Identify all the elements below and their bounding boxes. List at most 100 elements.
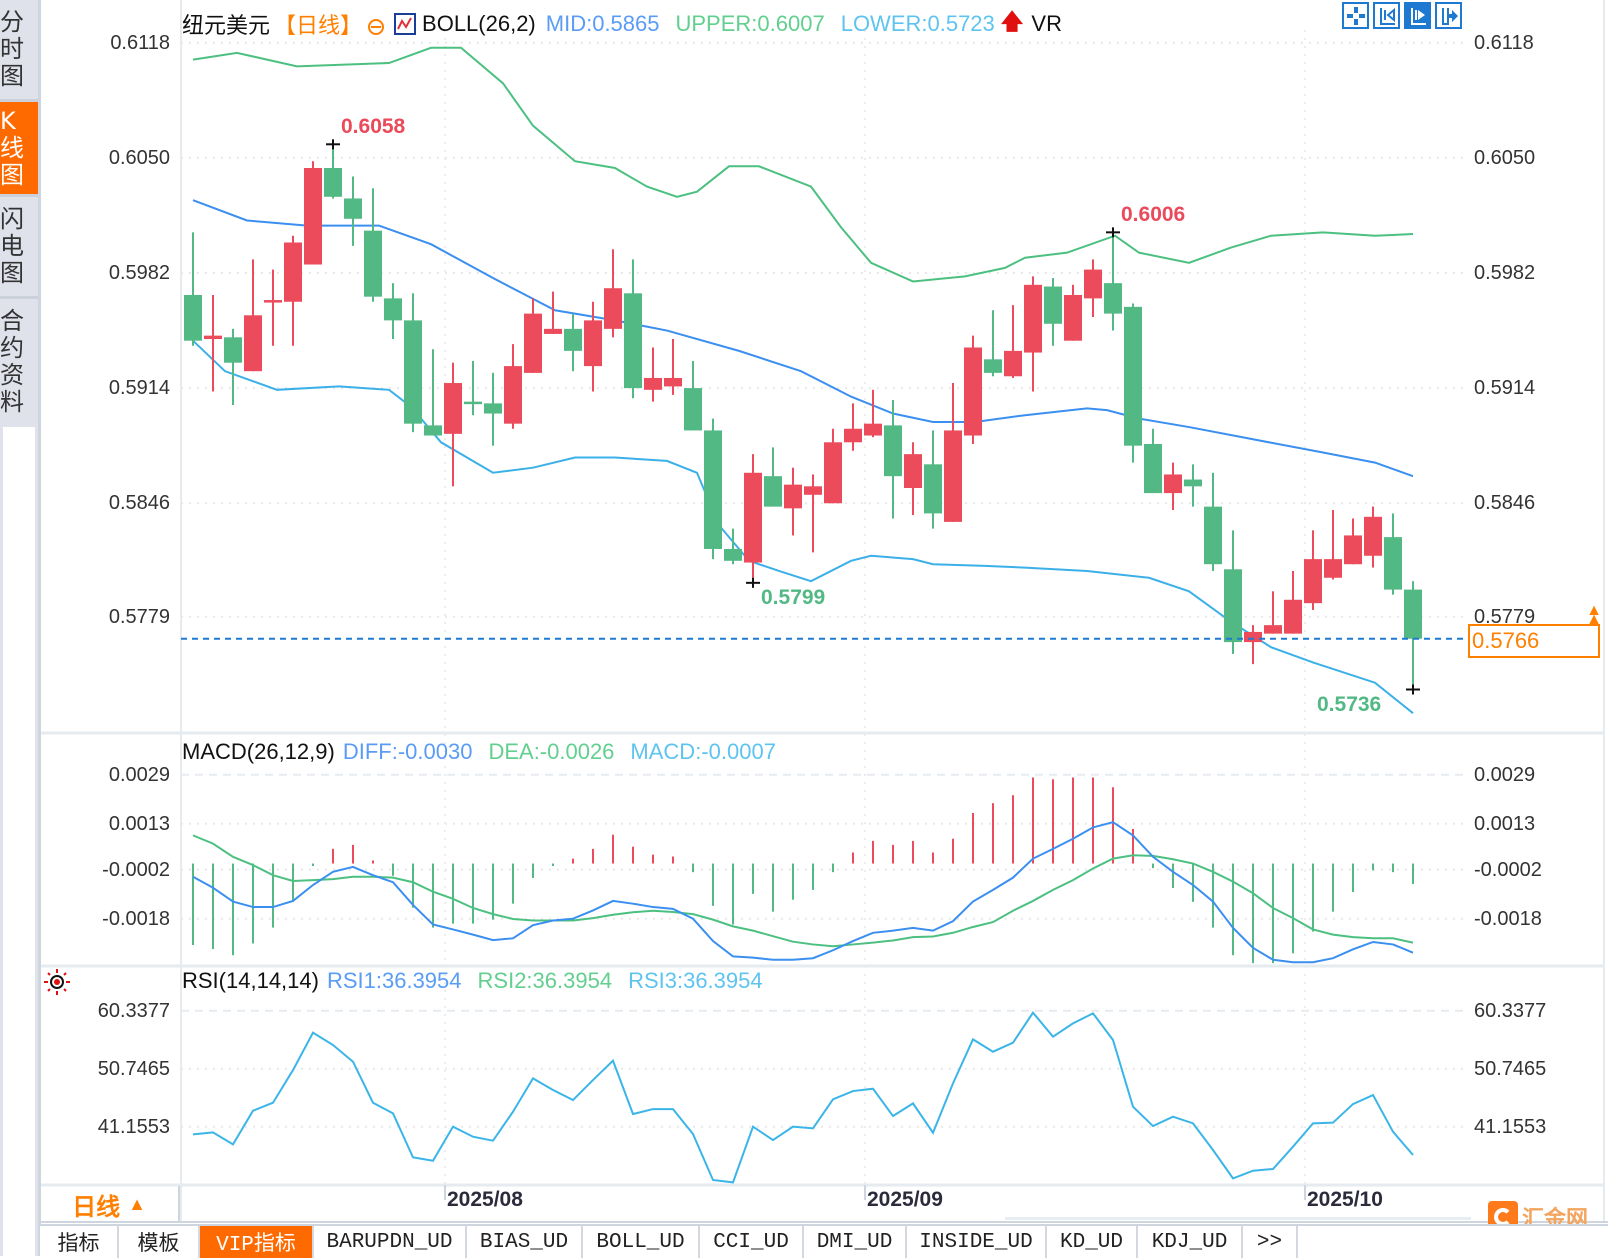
candle-body [964, 347, 982, 436]
candle-body [464, 401, 482, 405]
candle-body [504, 366, 522, 424]
sidebar-blank [3, 427, 35, 1256]
candle-body [1404, 589, 1422, 639]
jump-to-latest-icon[interactable]: ▲ ▲ [1586, 602, 1602, 628]
divider [0, 194, 38, 197]
rsi-header: RSI(14,14,14) RSI1:36.3954 RSI2:36.3954 … [182, 968, 763, 994]
candle-body [1004, 350, 1022, 377]
tab-indicators[interactable]: 指标 [40, 1226, 119, 1258]
rsi-tick-left: 60.3377 [97, 999, 170, 1022]
zoom-right-button[interactable] [1404, 2, 1431, 29]
rsi-tick-right: 41.1553 [1474, 1115, 1547, 1138]
candle-body [984, 359, 1002, 373]
candle-body [864, 423, 882, 436]
tab-kd-ud[interactable]: KD_UD [1047, 1226, 1138, 1258]
price-tick-right: 0.5779 [1474, 605, 1536, 628]
remove-indicator-icon[interactable] [368, 19, 385, 35]
boll-upper-line [192, 46, 1414, 283]
tab-kdj-ud[interactable]: KDJ_UD [1138, 1226, 1243, 1258]
boll-mid-value: MID:0.5865 [545, 11, 660, 36]
candle-body [184, 294, 202, 341]
tab-more[interactable]: >> [1243, 1226, 1298, 1258]
zoom-right-icon [1410, 7, 1426, 25]
candle-body [1324, 559, 1342, 578]
rsi1-value: RSI1:36.3954 [326, 968, 462, 993]
zoom-left-button[interactable] [1373, 2, 1400, 29]
candle-body [1084, 269, 1102, 299]
macd-tick-left: 0.0013 [108, 812, 170, 835]
candle-body [224, 337, 242, 363]
boll-chart-icon[interactable] [394, 13, 417, 35]
period-label[interactable]: 【日线】 [274, 13, 363, 38]
tab-cci-ud[interactable]: CCI_UD [700, 1226, 804, 1258]
candle-body [1064, 294, 1082, 341]
candle-body [524, 313, 542, 373]
sidebar-item-contract-info[interactable]: 合约资料 [0, 307, 24, 416]
date-tick-label: 2025/10 [1307, 1188, 1383, 1211]
macd-title: MACD(26,12,9) [182, 739, 335, 764]
candle-body [824, 442, 842, 504]
candle-body [424, 425, 442, 436]
candle-body [884, 425, 902, 477]
candle-body [744, 472, 762, 563]
candle-body [544, 328, 562, 334]
boll-lower-line [192, 339, 1414, 714]
period-selector-label: 日线 [72, 1193, 121, 1221]
indicator-name: BOLL(26,2) [422, 11, 536, 36]
macd-header: MACD(26,12,9) DIFF:-0.0030 DEA:-0.0026 M… [182, 739, 776, 765]
candle-body [1224, 569, 1242, 643]
candle-body [1244, 631, 1262, 643]
settings-sun-icon[interactable] [44, 969, 70, 995]
divider [0, 296, 38, 299]
rsi-tick-right: 60.3377 [1474, 999, 1547, 1022]
high-price-label: 0.6058 [341, 115, 406, 139]
date-tick-label: 2025/09 [867, 1188, 943, 1211]
tab-barupdn-ud[interactable]: BARUPDN_UD [314, 1226, 467, 1258]
candle-body [704, 430, 722, 549]
price-tick-right: 0.5914 [1474, 377, 1536, 400]
period-selector[interactable]: 日线 ▲ [40, 1186, 180, 1222]
last-price-value: 0.5766 [1472, 628, 1540, 653]
price-tick-left: 0.5779 [108, 605, 170, 628]
sidebar-item-timeshare[interactable]: 分时图 [0, 8, 24, 90]
candle-body [1284, 599, 1302, 634]
candle-body [1164, 474, 1182, 494]
rsi-tick-left: 41.1553 [97, 1115, 170, 1138]
sidebar-item-flash-chart[interactable]: 闪电图 [0, 205, 24, 287]
date-tick-label: 2025/08 [447, 1188, 523, 1211]
macd-value: MACD:-0.0007 [630, 739, 776, 764]
candle-body [1304, 559, 1322, 604]
chart-type-sidebar: 分时图 K线图 闪电图 合约资料 [0, 0, 40, 1256]
candle-body [364, 230, 382, 297]
rsi2-value: RSI2:36.3954 [477, 968, 613, 993]
rsi-title: RSI(14,14,14) [182, 968, 319, 993]
rsi-tick-left: 50.7465 [97, 1057, 170, 1080]
rsi-line [192, 1011, 1414, 1184]
macd-tick-left: -0.0018 [102, 907, 170, 930]
dea-line [192, 834, 1414, 948]
vr-indicator-label[interactable]: VR [1031, 11, 1062, 36]
horizontal-scrollbar[interactable] [1005, 1217, 1471, 1220]
scroll-end-button[interactable] [1435, 2, 1462, 29]
candle-body [664, 377, 682, 387]
price-tick-left: 0.5846 [108, 492, 170, 515]
price-tick-left: 0.5914 [108, 377, 170, 400]
tab-templates[interactable]: 模板 [119, 1226, 200, 1258]
tab-bias-ud[interactable]: BIAS_UD [467, 1226, 583, 1258]
price-tick-left: 0.6118 [110, 31, 170, 54]
price-tick-right: 0.6118 [1474, 31, 1534, 54]
tab-boll-ud[interactable]: BOLL_UD [583, 1226, 700, 1258]
candle-body [724, 548, 742, 561]
candle-body [924, 464, 942, 514]
arrow-up-icon[interactable]: 🡅 [1000, 9, 1024, 34]
low-price-label: 0.5736 [1317, 692, 1382, 716]
sidebar-item-kline[interactable]: K线图 [0, 102, 38, 194]
main-chart-header: 纽元美元 【日线】 BOLL(26,2) MID:0.5865 UPPER:0.… [182, 5, 1062, 43]
tab-inside-ud[interactable]: INSIDE_UD [907, 1226, 1047, 1258]
tab-vip-indicators[interactable]: VIP指标 [200, 1226, 314, 1258]
macd-diff-value: DIFF:-0.0030 [342, 739, 473, 764]
crosshair-button[interactable] [1342, 2, 1369, 29]
tab-dmi-ud[interactable]: DMI_UD [804, 1226, 907, 1258]
macd-tick-right: -0.0018 [1474, 907, 1542, 930]
